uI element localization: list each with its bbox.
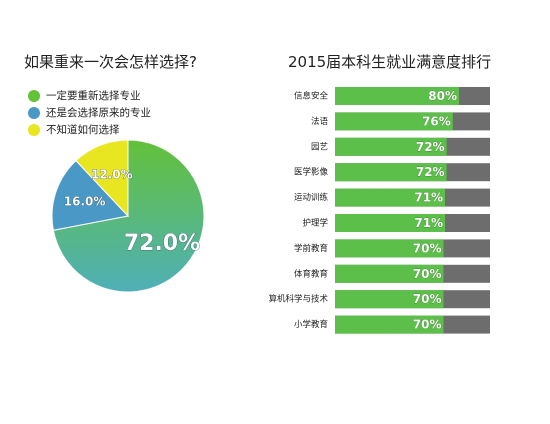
- legend-swatch: [28, 106, 40, 119]
- bar: [335, 290, 444, 309]
- bar-category-label: 园艺: [311, 142, 328, 152]
- bar-category-label: 运动训练: [294, 192, 329, 203]
- bar: [335, 214, 445, 232]
- bar-value-label: 71%: [414, 191, 443, 205]
- pie-slice: [51, 159, 129, 231]
- bar-value-label: 70%: [413, 292, 442, 306]
- bar: [335, 137, 447, 156]
- bar: [335, 112, 453, 131]
- bar-category-label: 体育教育: [294, 268, 328, 279]
- bar: [335, 239, 444, 258]
- bar-value-label: 72%: [416, 165, 445, 179]
- legend-label: 还是会选择原来的专业: [46, 107, 151, 119]
- bar: [335, 163, 447, 182]
- pie-chart-panel: 72.0% 16.0% 12.0% 如果重来一次会怎样选择? 一定要重新选择专业 还…: [10, 40, 245, 300]
- bar-chart: 信息安全 80% 法语 76% 园艺 72% 医学影像 72% 运动训练 71% 护理学 71% 学前教…: [268, 87, 490, 334]
- pie-chart: 72.0% 16.0% 12.0%: [51, 139, 205, 293]
- bar-value-label: 70%: [413, 241, 442, 255]
- pie-slice-label: 72.0%: [124, 231, 200, 256]
- legend-item: 不知道如何选择: [28, 121, 151, 138]
- bar: [335, 315, 444, 334]
- bar-category-label: 计算机科学与技术: [268, 294, 328, 305]
- bar-category-label: 护理学: [302, 218, 328, 229]
- bar-category-label: 小学教育: [294, 319, 328, 330]
- bar-value-label: 70%: [413, 267, 442, 281]
- bar-value-label: 70%: [413, 318, 442, 332]
- legend-item: 还是会选择原来的专业: [28, 104, 151, 121]
- legend-swatch: [28, 89, 40, 102]
- bar: [335, 87, 459, 105]
- bar-category-label: 学前教育: [294, 243, 328, 254]
- pie-slice: [75, 139, 129, 218]
- bar-chart-panel: 2015届本科生就业满意度排行 信息安全 80% 法语 76% 园艺 72% 医学影像 72%…: [268, 40, 540, 340]
- pie-chart-title: 如果重来一次会怎样选择?: [24, 53, 197, 71]
- bar-category-label: 法语: [311, 116, 329, 127]
- pie-legend: 一定要重新选择专业 还是会选择原来的专业 不知道如何选择: [28, 87, 151, 138]
- bar-category-label: 信息安全: [294, 91, 329, 102]
- pie-slice-label: 16.0%: [64, 194, 106, 208]
- bar-chart-title: 2015届本科生就业满意度排行: [288, 53, 492, 71]
- legend-item: 一定要重新选择专业: [28, 87, 151, 104]
- pie-slice-label: 12.0%: [91, 168, 133, 182]
- legend-swatch: [28, 123, 40, 136]
- bar-value-label: 71%: [414, 216, 443, 230]
- bar-value-label: 72%: [416, 140, 445, 154]
- bar: [335, 264, 444, 283]
- bar-category-label: 医学影像: [294, 167, 329, 178]
- legend-label: 一定要重新选择专业: [46, 90, 141, 102]
- bar-value-label: 76%: [422, 114, 451, 128]
- legend-label: 不知道如何选择: [46, 124, 120, 136]
- bar: [335, 188, 445, 207]
- bar-value-label: 80%: [428, 89, 457, 103]
